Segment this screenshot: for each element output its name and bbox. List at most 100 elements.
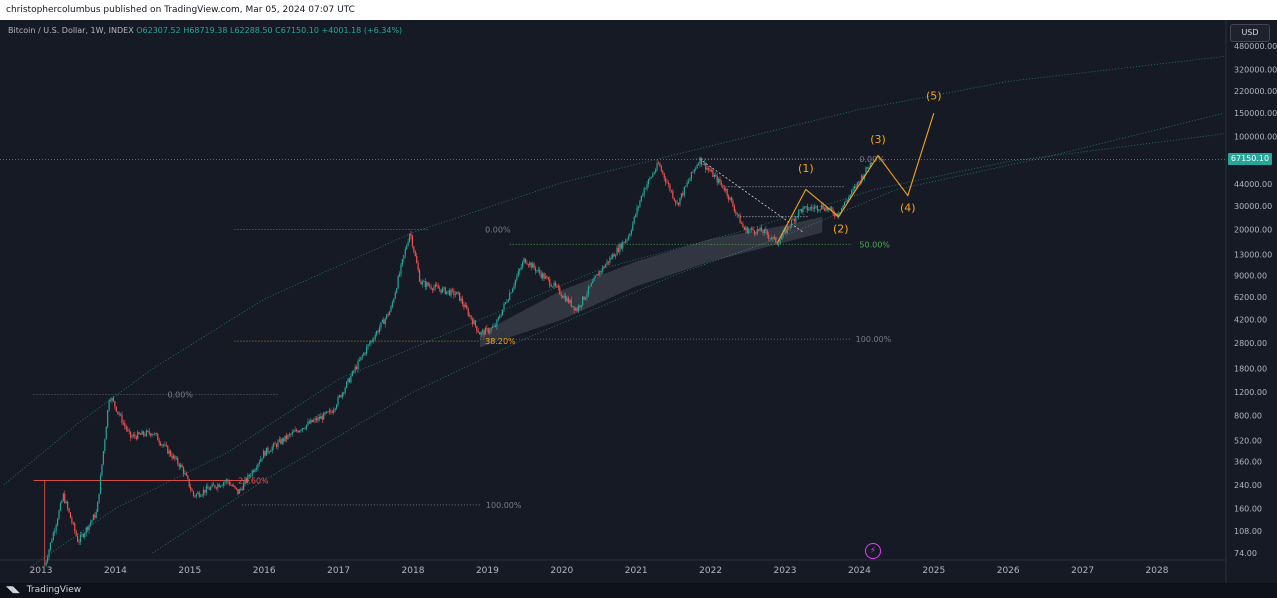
candle-body <box>263 451 265 459</box>
publisher-text: christophercolumbus published on Trading… <box>6 5 355 15</box>
candle-body <box>617 247 620 252</box>
chart-area[interactable]: 480000.00 320000.00 220000.00 150000.00 1000… <box>0 20 1277 583</box>
candle-body <box>532 263 534 268</box>
candle-body <box>89 522 92 525</box>
candle-body <box>205 486 207 493</box>
candle-body <box>290 434 292 436</box>
currency-button[interactable]: USD <box>1230 24 1270 42</box>
candle-body <box>192 491 195 496</box>
candle-body <box>439 288 441 290</box>
candle-body <box>185 472 187 476</box>
candle-body <box>786 226 788 234</box>
candle-body <box>557 286 559 288</box>
candle-body <box>121 414 123 423</box>
candle-body <box>719 178 721 183</box>
candle-body <box>310 419 312 424</box>
x-tick-label: 2028 <box>1146 566 1169 576</box>
candle-body <box>337 396 339 405</box>
candle-body <box>77 535 79 542</box>
candle-body <box>341 392 343 398</box>
candle-body <box>506 301 508 303</box>
candle-body <box>293 431 295 433</box>
candle-body <box>255 468 258 470</box>
candle-body <box>843 201 846 206</box>
candle-body <box>813 206 816 209</box>
candle-body <box>859 181 861 183</box>
tradingview-logo-icon[interactable]: ◥◣ <box>6 585 20 595</box>
candle-body <box>431 288 434 291</box>
candle-body <box>676 202 678 204</box>
candle-body <box>283 438 285 442</box>
elliott-wave-path <box>777 113 935 243</box>
candle-body <box>586 294 588 298</box>
candle-body <box>118 412 120 415</box>
candle-body <box>499 316 501 318</box>
candle-body <box>311 419 313 422</box>
candle-body <box>377 331 379 333</box>
x-tick-label: 2016 <box>253 566 276 576</box>
candle-body <box>710 170 713 172</box>
candle-body <box>350 376 352 383</box>
fib-label: 0.00% <box>859 155 885 164</box>
candle-body <box>667 183 670 185</box>
candle-body <box>650 176 652 178</box>
candle-body <box>334 408 336 410</box>
candle-body <box>635 214 637 217</box>
candle-body <box>607 261 610 263</box>
candle-body <box>516 276 518 280</box>
candle-body <box>826 207 828 211</box>
candle-body <box>519 269 521 272</box>
candle-body <box>514 279 517 286</box>
candle-body <box>760 227 763 232</box>
candle-body <box>406 245 408 250</box>
y-tick-label: 108.00 <box>1234 527 1262 536</box>
candle-body <box>679 197 681 205</box>
candle-body <box>838 214 840 217</box>
candle-body <box>127 429 129 431</box>
candle-body <box>105 426 107 440</box>
candle-body <box>181 464 183 468</box>
candle-body <box>489 330 491 333</box>
candle-body <box>705 162 707 170</box>
candle-body <box>543 273 545 279</box>
candle-body <box>821 204 823 210</box>
candle-body <box>795 216 797 222</box>
y-tick-label: 74.00 <box>1234 549 1257 558</box>
lightning-icon[interactable]: ⚡ <box>865 543 881 559</box>
candle-body <box>537 269 539 271</box>
candle-body <box>325 411 328 414</box>
candle-body <box>793 219 796 222</box>
last-price-tag: 67150.10 <box>1228 153 1272 165</box>
candle-body <box>201 494 203 496</box>
candle-body <box>360 356 362 360</box>
candle-body <box>732 200 734 207</box>
candle-body <box>437 286 439 289</box>
candle-body <box>307 421 309 425</box>
trend-line <box>699 158 804 233</box>
candle-body <box>330 410 332 413</box>
candle-body <box>456 291 458 295</box>
candle-body <box>549 279 551 286</box>
candle-body <box>573 306 575 311</box>
candle-body <box>609 257 611 263</box>
candle-body <box>640 195 642 202</box>
candle-body <box>101 464 103 476</box>
x-tick-label: 2021 <box>625 566 648 576</box>
candle-body <box>158 440 160 443</box>
candle-body <box>845 201 847 202</box>
footer-brand[interactable]: TradingView <box>26 585 82 595</box>
candle-body <box>789 226 791 228</box>
candle-body <box>743 227 745 230</box>
candle-body <box>461 298 464 305</box>
candle-body <box>823 208 826 211</box>
candle-body <box>304 428 306 430</box>
candle-body <box>769 238 771 240</box>
candle-body <box>394 292 396 299</box>
candle-body <box>81 534 83 535</box>
candle-body <box>556 285 558 287</box>
candle-body <box>228 481 230 485</box>
candle-body <box>772 237 774 239</box>
candle-body <box>742 223 744 228</box>
candle-body <box>358 359 361 361</box>
price-chart[interactable]: 480000.00 320000.00 220000.00 150000.00 1000… <box>0 20 1277 583</box>
